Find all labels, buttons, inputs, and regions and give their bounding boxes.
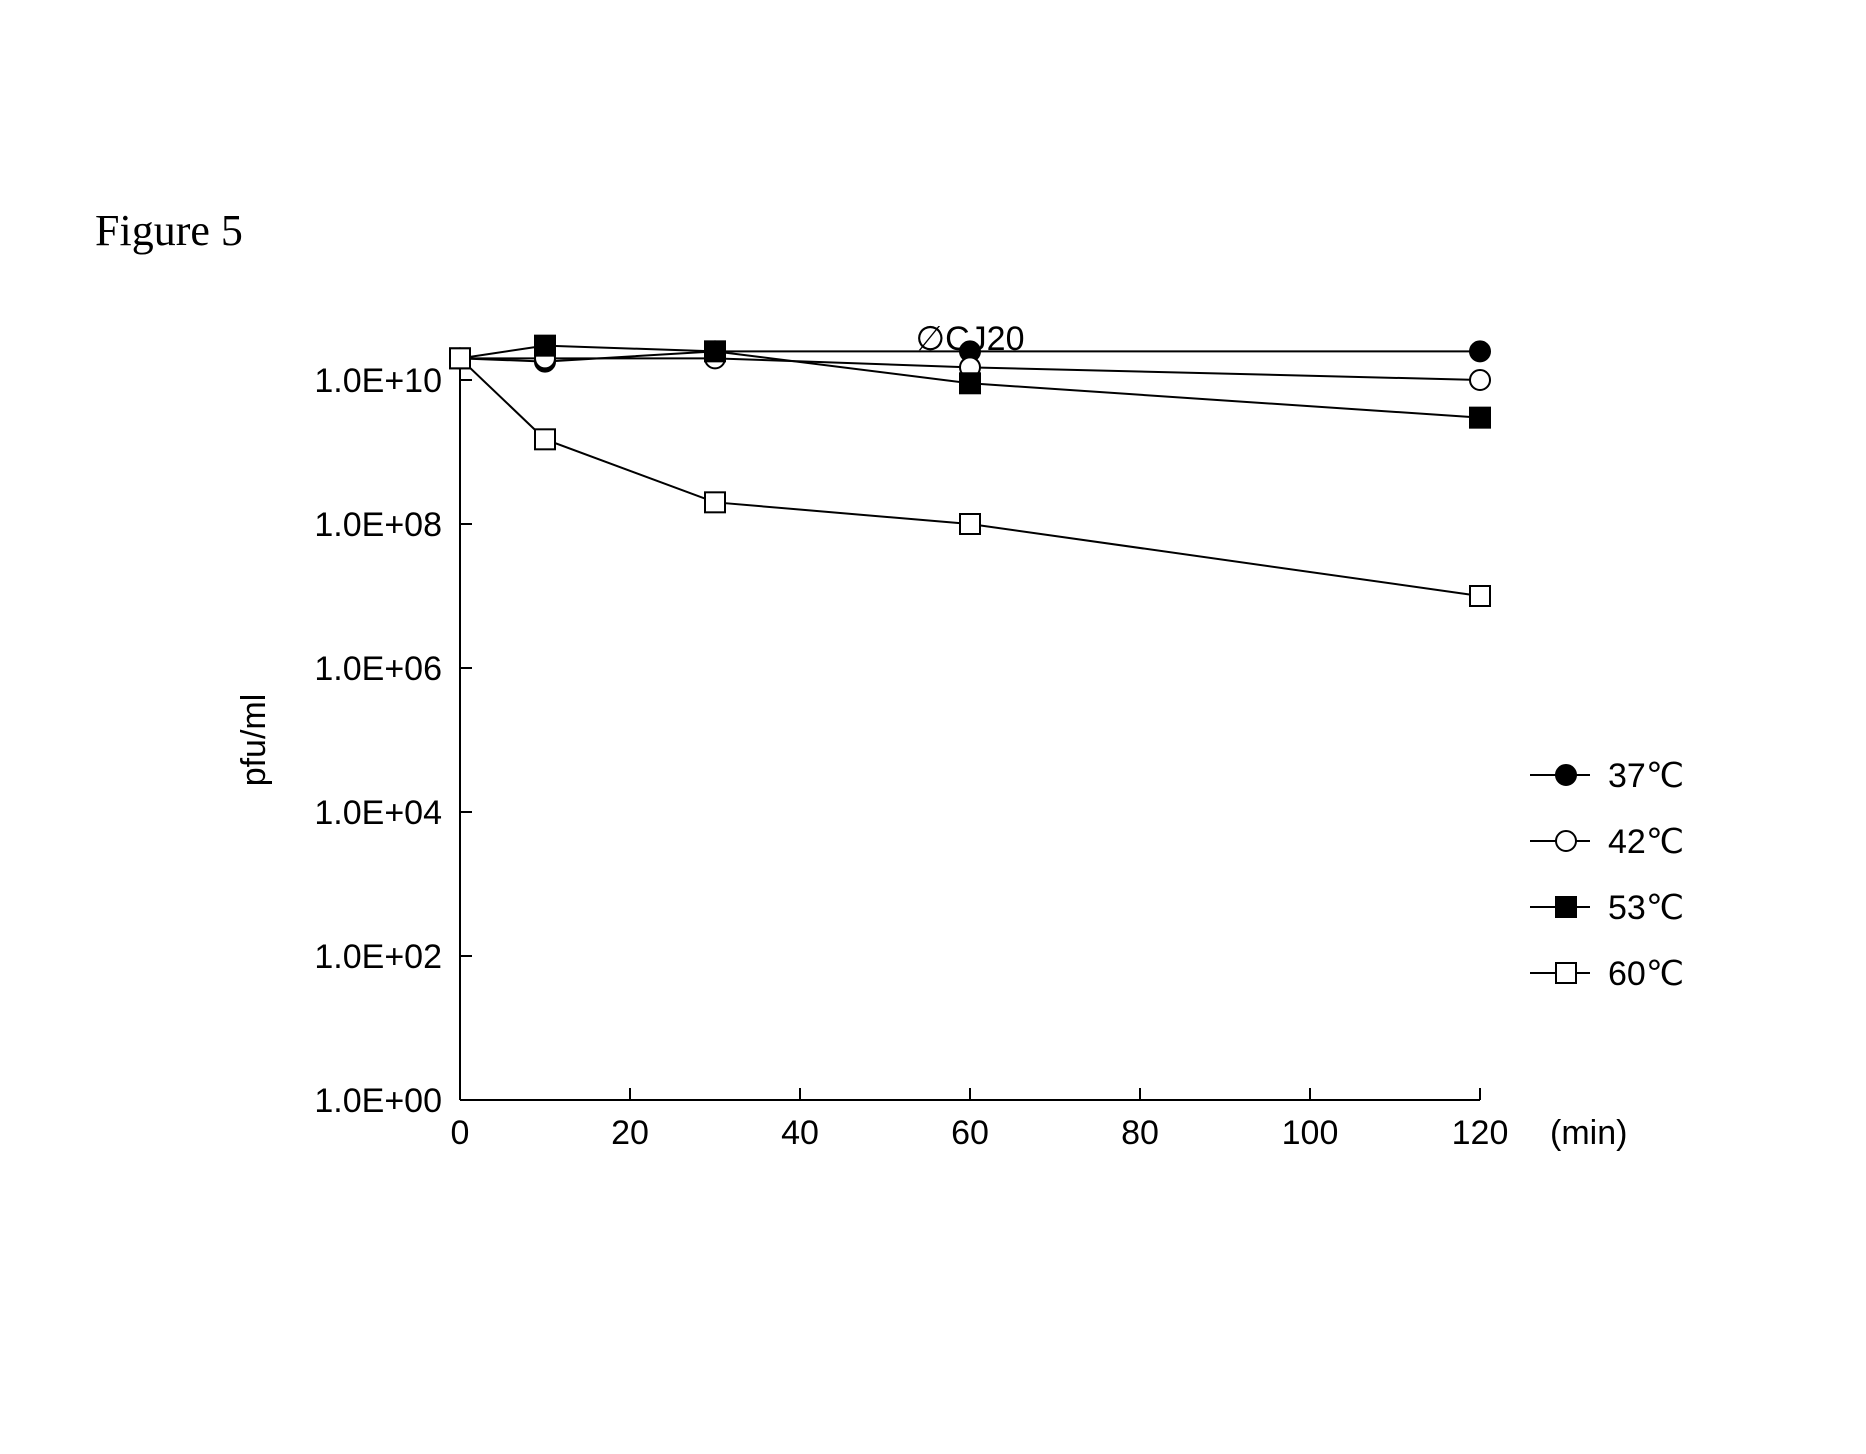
series-marker (1470, 341, 1490, 361)
legend-item: 60℃ (1530, 955, 1684, 993)
legend-item: 37℃ (1530, 757, 1684, 795)
legend-marker-icon (1556, 831, 1576, 851)
series-marker (535, 429, 555, 449)
series-marker (705, 341, 725, 361)
y-tick-label: 1.0E+02 (314, 938, 442, 976)
y-tick-label: 1.0E+04 (314, 794, 442, 832)
x-tick-label: 120 (1452, 1114, 1509, 1152)
x-tick-label: 20 (611, 1114, 649, 1152)
legend-marker-icon (1556, 963, 1576, 983)
series-marker (1470, 370, 1490, 390)
x-axis-label: (min) (1550, 1114, 1627, 1152)
x-tick-label: 60 (951, 1114, 989, 1152)
legend-label: 37℃ (1608, 757, 1684, 795)
legend-item: 42℃ (1530, 823, 1684, 861)
series-marker (960, 514, 980, 534)
legend-label: 60℃ (1608, 955, 1684, 993)
x-tick-label: 40 (781, 1114, 819, 1152)
y-tick-label: 1.0E+08 (314, 506, 442, 544)
legend-marker-icon (1556, 765, 1576, 785)
x-tick-label: 0 (451, 1114, 470, 1152)
y-axis-label: pfu/ml (235, 694, 273, 787)
series-marker (960, 373, 980, 393)
legend-marker-icon (1556, 897, 1576, 917)
x-tick-label: 80 (1121, 1114, 1159, 1152)
y-tick-label: 1.0E+06 (314, 650, 442, 688)
series-marker (535, 336, 555, 356)
chart-cj20: 0 20 40 60 80 100 120 1.0E+00 1.0E+02 1.0E+04 1.0E… (0, 0, 1866, 1454)
legend-item: 53℃ (1530, 889, 1684, 927)
series-marker (450, 348, 470, 368)
y-tick-label: 1.0E+10 (314, 362, 442, 400)
legend-label: 42℃ (1608, 823, 1684, 861)
series-marker (1470, 408, 1490, 428)
x-tick-label: 100 (1282, 1114, 1339, 1152)
series-marker (1470, 586, 1490, 606)
chart-svg: 0 20 40 60 80 100 120 1.0E+00 1.0E+02 1.0E+04 1.0E… (0, 0, 1866, 1454)
legend-label: 53℃ (1608, 889, 1684, 927)
series-marker (705, 492, 725, 512)
y-tick-label: 1.0E+00 (314, 1082, 442, 1120)
